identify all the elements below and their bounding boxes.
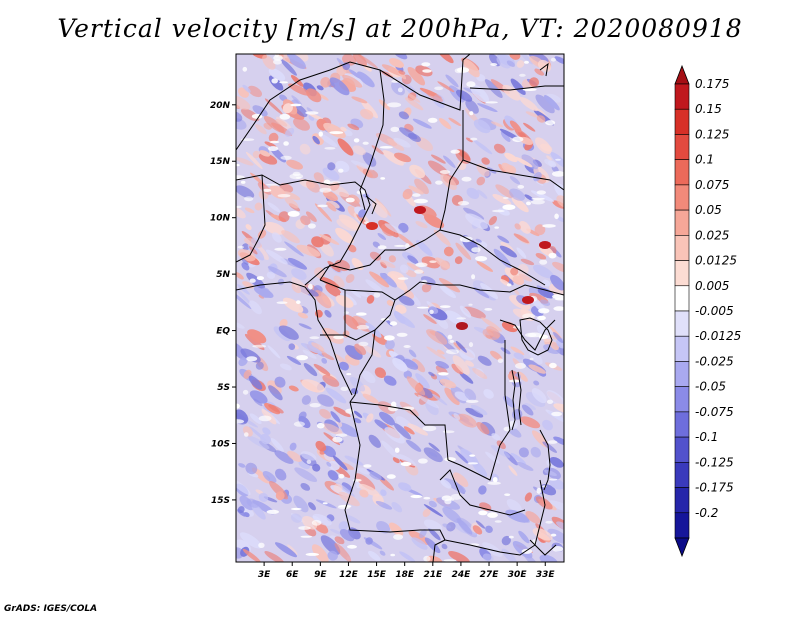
- colorbar-box: [674, 411, 690, 438]
- colorbar-label: 0.025: [695, 228, 729, 242]
- colorbar-label: -0.125: [695, 455, 734, 469]
- colorbar-label: 0.0125: [695, 254, 737, 268]
- map-frame: [235, 53, 565, 563]
- colorbar-box: [674, 462, 690, 488]
- colorbar-arrow-top: [674, 64, 690, 85]
- colorbar-label: -0.0125: [695, 329, 741, 343]
- colorbar-box: [674, 134, 690, 160]
- lat-label: 10N: [210, 214, 231, 224]
- lon-label: 3E: [258, 570, 271, 580]
- colorbar-label: 0.175: [695, 77, 729, 91]
- colorbar-label: 0.05: [695, 203, 722, 217]
- map-axes: 3E 6E 9E 12E 15E 18E 21E 24E 27E 30E 33E 20N 15N 10N 5…: [210, 101, 556, 580]
- lon-label: 27E: [480, 570, 500, 580]
- colorbar-box: [674, 209, 690, 236]
- colorbar-label: -0.025: [695, 354, 734, 368]
- lon-label: 9E: [314, 570, 327, 580]
- colorbar-box: [674, 83, 690, 110]
- colorbar-label: 0.15: [695, 102, 722, 116]
- lat-label: 20N: [210, 101, 231, 111]
- colorbar-label: 0.1: [695, 153, 714, 167]
- field-layer: [236, 54, 564, 562]
- colorbar-box: [674, 335, 690, 362]
- colorbar-label: -0.075: [695, 405, 734, 419]
- colorbar-box: [674, 184, 690, 211]
- lakes: [236, 62, 557, 556]
- lon-label: 15E: [367, 570, 387, 580]
- lat-label: 5S: [217, 383, 230, 393]
- colorbar-box: [674, 386, 690, 413]
- chart-title: Vertical velocity [m/s] at 200hPa, VT: 2…: [57, 14, 743, 43]
- colorbar-box: [674, 361, 690, 387]
- colorbar-box: [674, 487, 690, 514]
- colorbar-box: [674, 108, 690, 135]
- lat-label: 10S: [211, 439, 230, 449]
- colorbar-label: -0.2: [695, 506, 718, 520]
- lon-label: 30E: [508, 570, 528, 580]
- colorbar-box: [674, 310, 690, 337]
- lat-label: 15S: [211, 496, 230, 506]
- footer-credit: GrADS: IGES/COLA: [4, 604, 98, 614]
- colorbar-label: 0.005: [695, 279, 729, 293]
- lon-label: 21E: [423, 570, 443, 580]
- country-borders: [236, 54, 564, 562]
- colorbar-label: -0.175: [695, 481, 734, 495]
- colorbar-box: [674, 159, 690, 186]
- lon-label: 24E: [452, 570, 472, 580]
- lat-label: 15N: [210, 157, 231, 167]
- colorbar-box: [674, 512, 690, 539]
- lon-label: 18E: [395, 570, 415, 580]
- colorbar-box: [674, 285, 690, 312]
- lon-label: 6E: [286, 570, 299, 580]
- colorbar-box: [674, 235, 690, 261]
- colorbar-box: [674, 436, 690, 463]
- colorbar-label: -0.005: [695, 304, 734, 318]
- colorbar: 0.175 0.15 0.125 0.1 0.075 0.05 0.025 0.0125 0.0…: [674, 64, 741, 558]
- lat-label: 5N: [216, 270, 230, 280]
- colorbar-label: 0.075: [695, 178, 729, 192]
- colorbar-label: -0.05: [695, 380, 726, 394]
- colorbar-label: 0.125: [695, 127, 729, 141]
- colorbar-label: -0.1: [695, 430, 718, 444]
- colorbar-arrow-bottom: [674, 537, 690, 558]
- lon-label: 12E: [339, 570, 359, 580]
- colorbar-box: [674, 260, 690, 287]
- lat-label: EQ: [216, 327, 230, 337]
- lon-label: 33E: [536, 570, 556, 580]
